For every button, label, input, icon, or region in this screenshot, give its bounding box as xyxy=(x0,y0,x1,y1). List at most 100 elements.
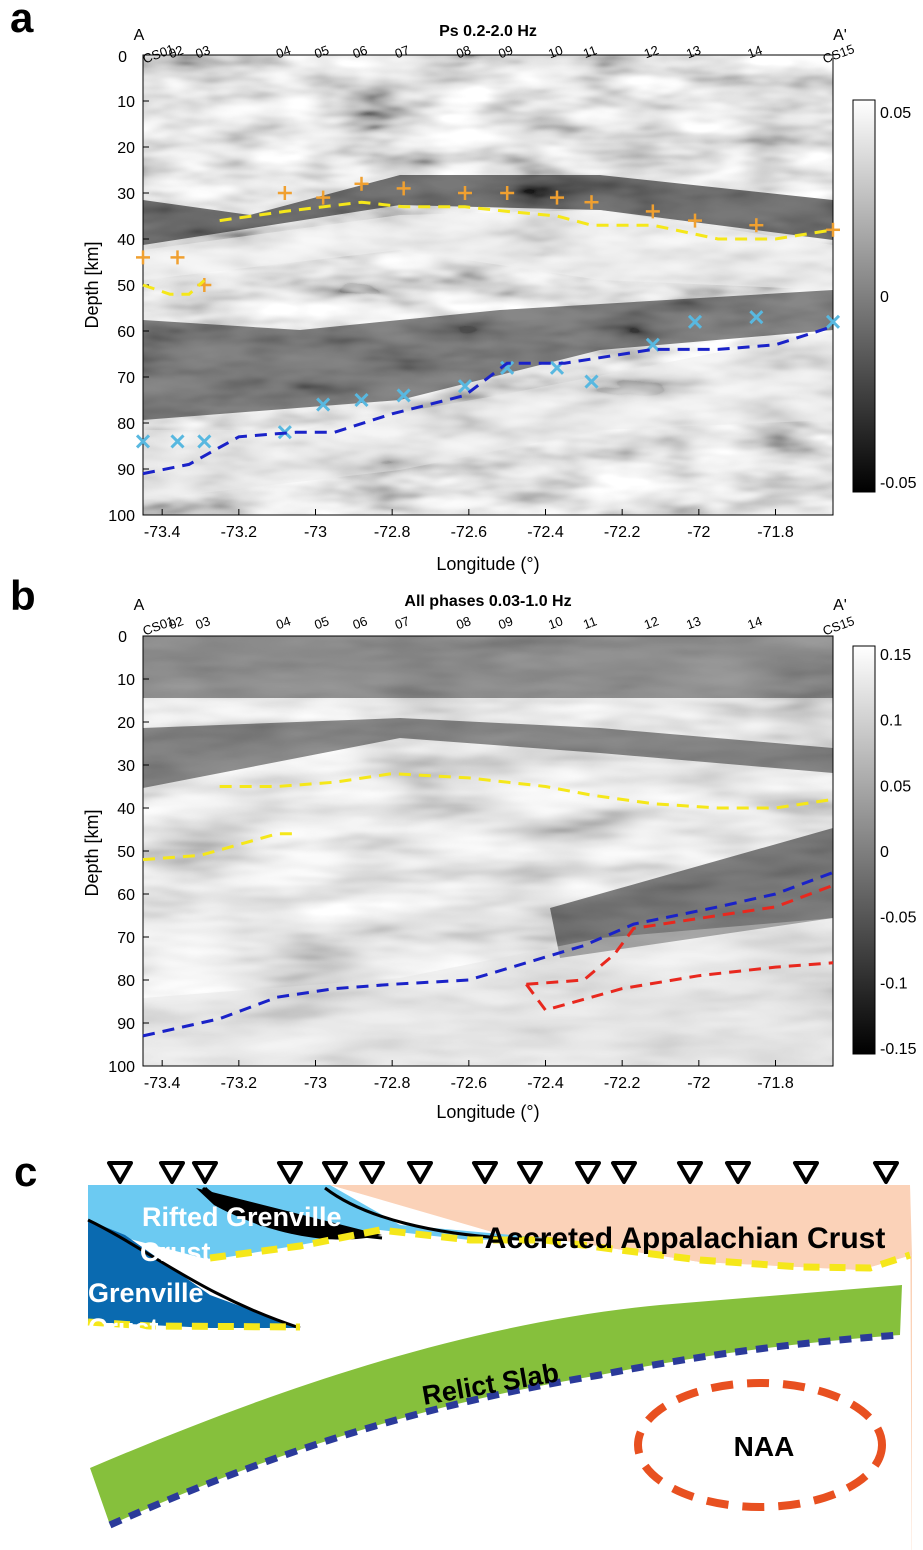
panel-b-xtick: -72 xyxy=(687,1075,710,1092)
panel-b-image xyxy=(143,636,833,1066)
station-triangle-icon xyxy=(407,1161,433,1184)
panel-b-station-label: 11 xyxy=(581,613,599,632)
panel-b-interface-line xyxy=(525,961,834,1012)
panel-a-plus-marker xyxy=(354,176,369,191)
panel-a-x-marker xyxy=(825,314,841,329)
panel-a-station-label: 03 xyxy=(193,42,212,61)
panel-b-ylabel: Depth [km] xyxy=(82,809,102,896)
panel-b-interface-line xyxy=(142,871,834,1038)
panel-b-ytick: 100 xyxy=(108,1059,135,1076)
panel-a-station-label: 12 xyxy=(642,42,661,61)
panel-a-plus-marker xyxy=(396,181,411,196)
panel-a-station-label: 13 xyxy=(684,42,703,61)
panel-a-station-label: 05 xyxy=(312,42,331,61)
panel-a-plus-marker xyxy=(277,186,292,200)
panel-b-cbar-tick: 0.1 xyxy=(880,713,902,730)
panel-a-plus-marker xyxy=(584,195,599,210)
panel-b-ytick: 20 xyxy=(117,715,135,732)
station-triangle-icon xyxy=(575,1161,601,1184)
panel-a-plus-marker xyxy=(688,213,702,228)
panel-a-station-label: 04 xyxy=(274,42,293,61)
rifted-crust-label: Crust xyxy=(140,1237,211,1267)
panel-b-title: All phases 0.03-1.0 Hz xyxy=(404,593,571,610)
panel-a-plus-marker xyxy=(826,222,840,237)
rifted-grenville-label: Rifted Grenville xyxy=(142,1202,342,1232)
panel-b-station-label: 10 xyxy=(546,613,565,632)
panel-a-end-right: A' xyxy=(833,27,847,44)
panel-a-plus-marker xyxy=(550,190,564,205)
station-triangle-icon xyxy=(107,1161,133,1184)
panel-a-station-label: 14 xyxy=(745,42,764,61)
panel-a-x-marker xyxy=(396,388,411,403)
panel-b-interface-line xyxy=(142,832,297,862)
station-triangle-icon xyxy=(192,1161,218,1184)
panel-b-ytick: 70 xyxy=(117,930,135,947)
panel-a-station-label: 06 xyxy=(351,42,370,61)
panel-b-station-label: 06 xyxy=(351,613,370,632)
panel-a-x-marker xyxy=(687,314,703,329)
grenville-crust-region xyxy=(88,1220,300,1328)
panel-a-plus-marker xyxy=(645,204,660,219)
panel-a-cbar-tick: 0 xyxy=(880,289,889,306)
panel-a-xtick: -72 xyxy=(687,524,710,541)
panel-b-ytick-top: 0 xyxy=(118,629,127,646)
panel-b-station-label: 14 xyxy=(745,613,764,632)
panel-b-ytick: 80 xyxy=(117,973,135,990)
panel-b-ytick: 60 xyxy=(117,887,135,904)
panel-b-cbar-tick: -0.15 xyxy=(880,1041,917,1058)
panel-a-x-marker xyxy=(170,434,185,449)
panel-b-station-label: 08 xyxy=(454,613,473,632)
panel-a-ytick: 40 xyxy=(117,232,135,249)
panel-b-cbar-tick: 0.05 xyxy=(880,778,911,795)
panel-a-ytick: 60 xyxy=(117,324,135,341)
panel-a-xtick: -71.8 xyxy=(757,524,794,541)
panel-b-ytick: 30 xyxy=(117,758,135,775)
station-triangle-icon xyxy=(873,1161,899,1184)
panel-a-ytick: 50 xyxy=(117,278,135,295)
panel-a-xtick: -73.4 xyxy=(144,524,181,541)
panel-b-figure: All phases 0.03-1.0 Hz A A' CS01 CS15 02… xyxy=(82,593,917,1122)
panel-a-ytick: 90 xyxy=(117,462,135,479)
relict-slab-region xyxy=(90,1285,902,1525)
panel-b-ytick: 10 xyxy=(117,672,135,689)
panel-a-x-marker xyxy=(500,360,515,375)
panel-b-letter: b xyxy=(10,572,36,619)
panel-b-xtick: -73.2 xyxy=(221,1075,258,1092)
panel-a-colorbar xyxy=(852,99,876,493)
panel-a-ytick: 30 xyxy=(117,186,135,203)
panel-a-xtick: -73.2 xyxy=(221,524,258,541)
panel-a-interface-line xyxy=(219,200,834,241)
panel-b-interface-line xyxy=(526,883,834,986)
panel-b-station-label: 07 xyxy=(393,613,412,632)
panel-a-x-marker xyxy=(316,397,331,412)
panel-b-xtick: -72.4 xyxy=(527,1075,564,1092)
panel-b-station-last: CS15 xyxy=(821,613,857,638)
panel-a-station-label: 09 xyxy=(496,42,515,61)
panel-a-station-label: 11 xyxy=(581,42,599,61)
panel-a-xtick: -73 xyxy=(304,524,327,541)
station-triangle-icon xyxy=(359,1161,385,1184)
panel-b-station-label: 13 xyxy=(684,613,703,632)
panel-b-end-left: A xyxy=(134,597,145,614)
panel-b-colorbar xyxy=(852,645,876,1055)
panel-b-station-label: 03 xyxy=(193,613,212,632)
panel-b-station-label: 02 xyxy=(167,613,186,632)
panel-a-plus-marker xyxy=(458,186,472,200)
panel-b-ytick: 50 xyxy=(117,844,135,861)
panel-b-cbar-tick: 0.15 xyxy=(880,647,911,664)
station-triangle-icon xyxy=(277,1161,303,1184)
panel-a-station-label: 07 xyxy=(393,42,412,61)
panel-a-station-last: CS15 xyxy=(821,41,857,66)
panel-a-xtick: -72.8 xyxy=(374,524,411,541)
panel-a-plus-marker xyxy=(500,186,515,200)
panel-a-plus-marker xyxy=(136,250,150,265)
naa-outline xyxy=(634,1379,886,1511)
panel-a-xtick: -72.2 xyxy=(604,524,641,541)
station-triangle-icon xyxy=(793,1161,819,1184)
panel-c-letter: c xyxy=(14,1148,38,1195)
panel-a-ytick: 70 xyxy=(117,370,135,387)
station-triangle-icon xyxy=(322,1161,348,1184)
panel-a-title: Ps 0.2-2.0 Hz xyxy=(439,23,537,40)
appalachian-label: Accreted Appalachian Crust xyxy=(485,1222,886,1255)
panel-a-cbar-tick: 0.05 xyxy=(880,105,911,122)
